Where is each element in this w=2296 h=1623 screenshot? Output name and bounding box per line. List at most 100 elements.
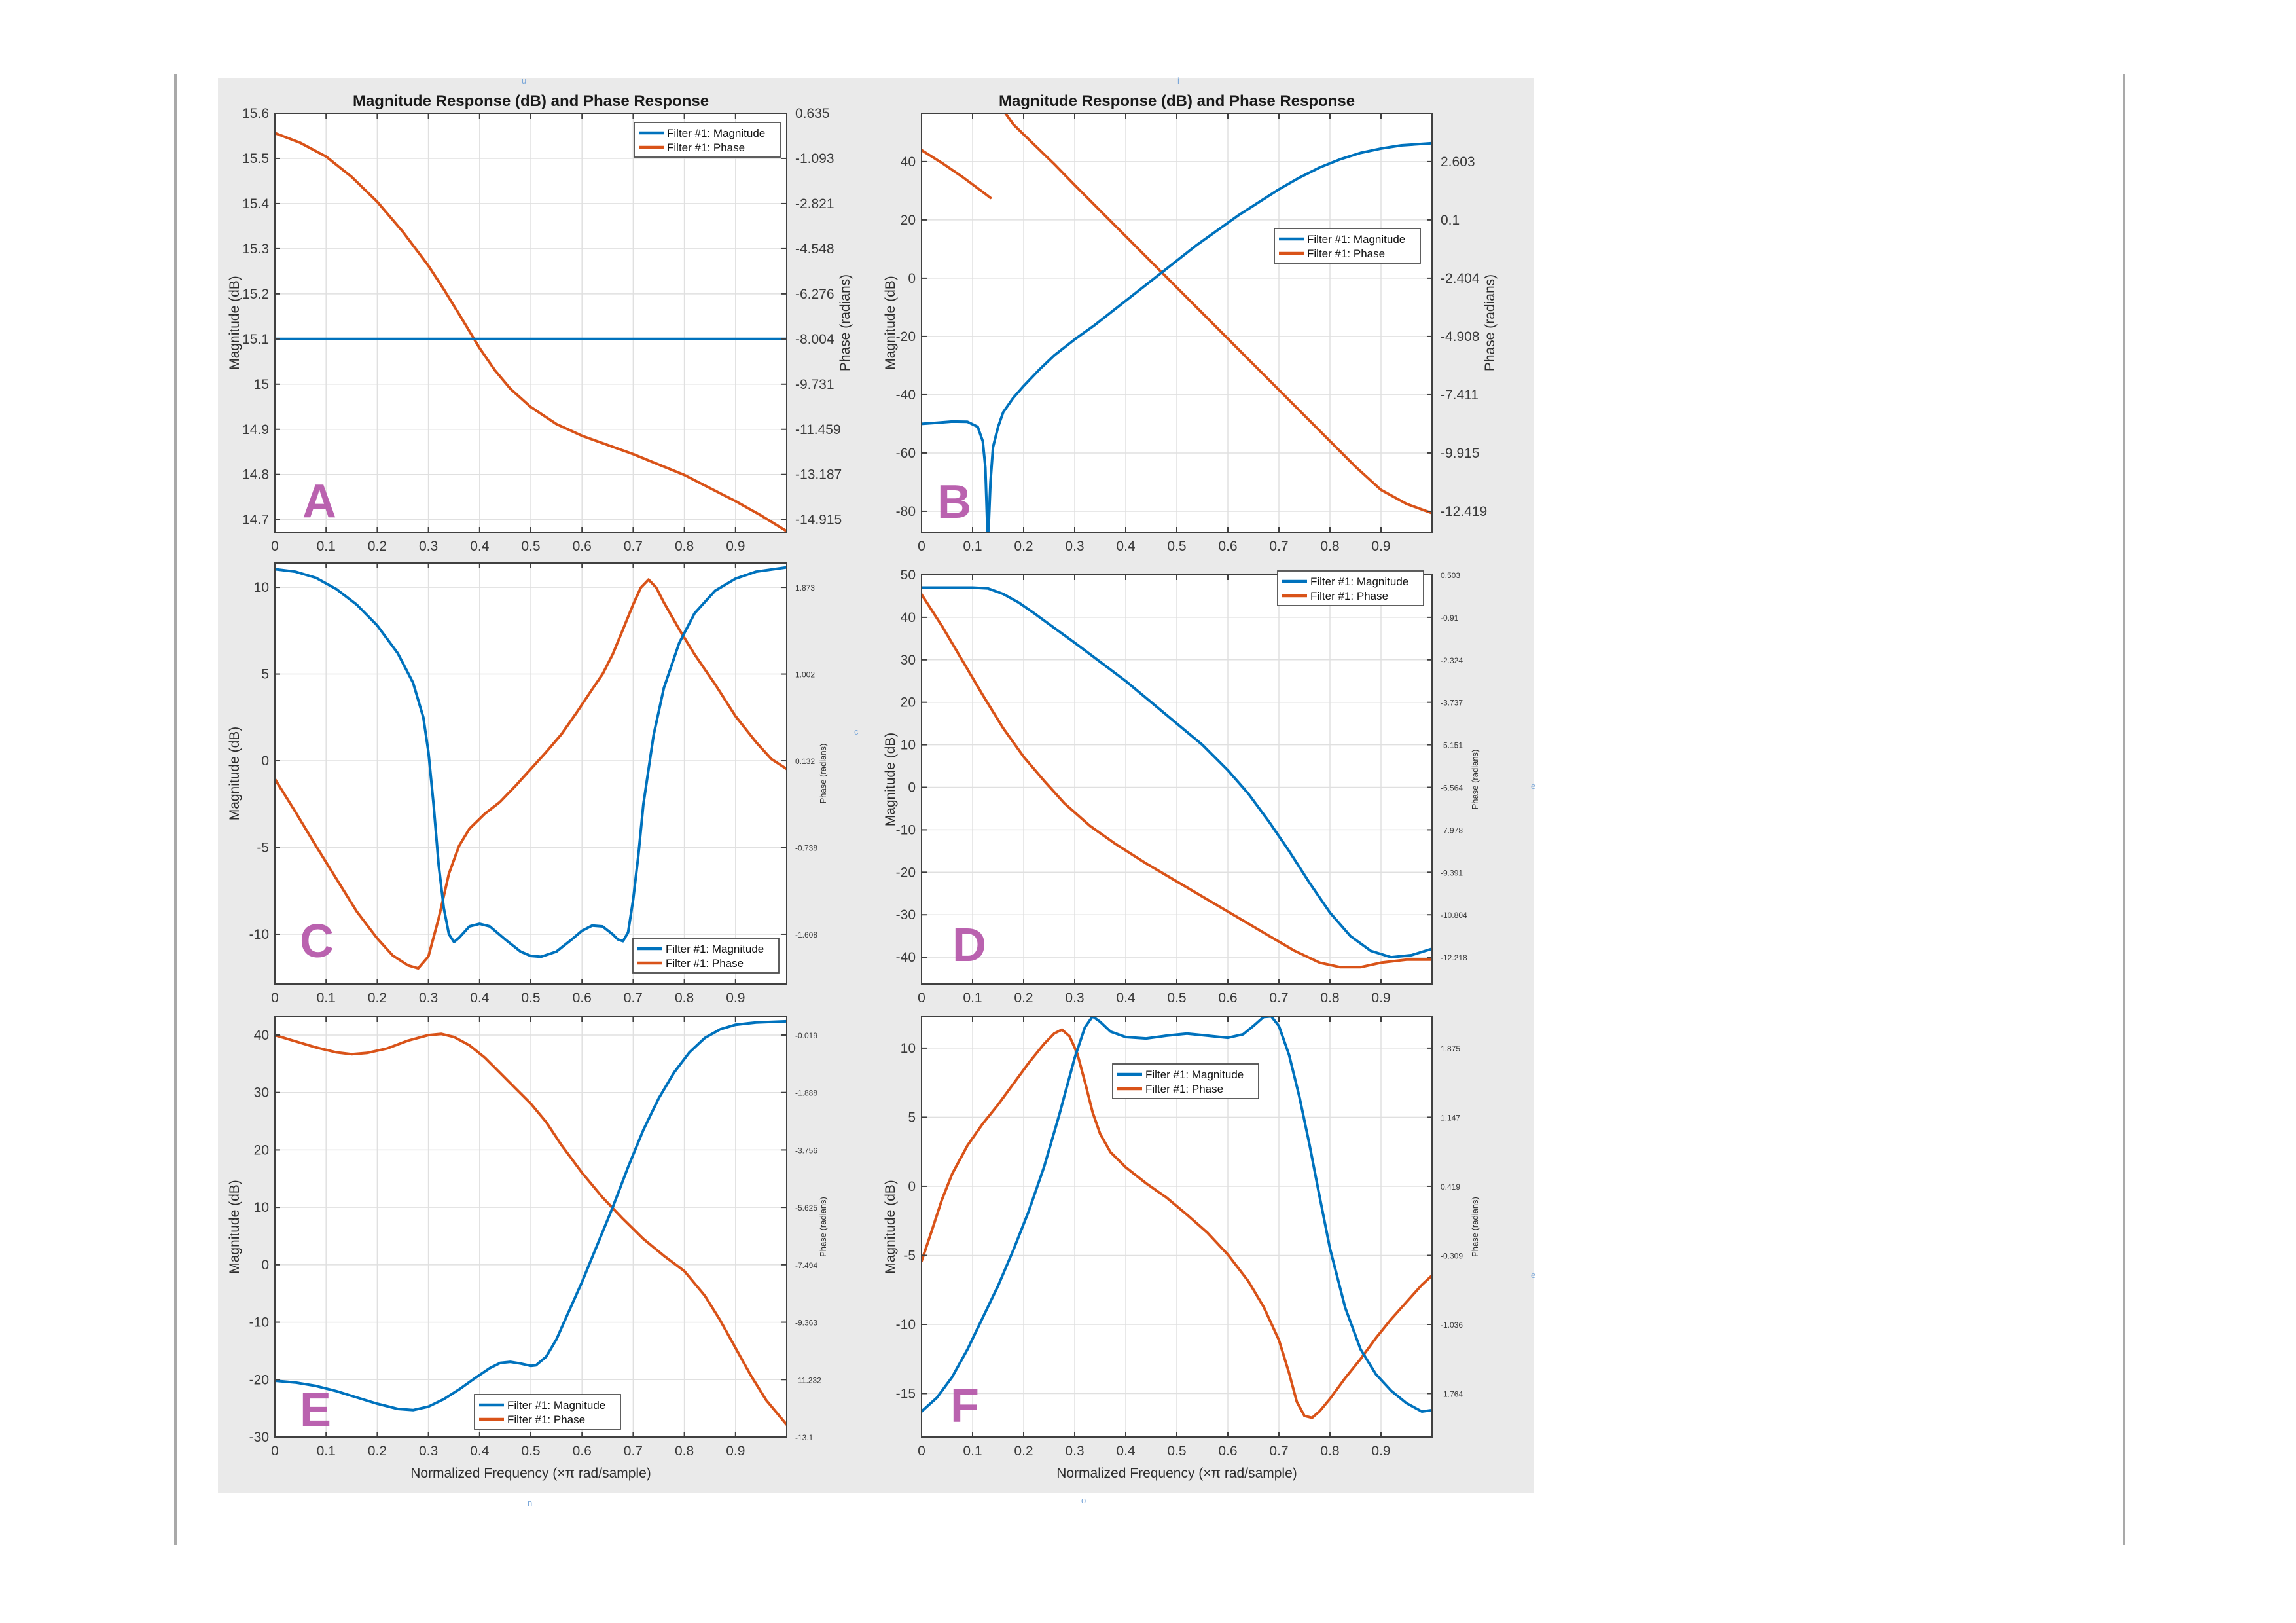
- phase-tick-label: -9.915: [1441, 446, 1480, 461]
- x-tick-label: 0.8: [675, 1444, 694, 1459]
- phase-tick-label: -1.764: [1441, 1390, 1463, 1399]
- y-tick-label: -80: [896, 504, 916, 519]
- y-tick-label: 20: [901, 695, 916, 710]
- x-tick-label: 0.3: [419, 539, 438, 554]
- y-tick-label: 20: [901, 213, 916, 228]
- x-tick-label: 0.9: [726, 539, 745, 554]
- phase-tick-label: -3.756: [795, 1146, 817, 1155]
- plot-A: 0 0.1 0.2 0.3 0.4 0.5 0.6 0.7 0.8 0.9 15.6 15.5 15.4…: [227, 92, 853, 554]
- panel-letter-F: F: [950, 1380, 979, 1432]
- y-tick-label: 30: [901, 653, 916, 668]
- legend-box: [1274, 228, 1421, 264]
- x-tick-label: 0.2: [368, 991, 387, 1006]
- phase-tick-label: -8.004: [795, 332, 834, 347]
- y-tick-label: -60: [896, 446, 916, 461]
- x-axis-label: Normalized Frequency (×π rad/sample): [410, 1466, 651, 1481]
- y-tick-label: 0: [261, 754, 269, 769]
- plot-B: 0 0.1 0.2 0.3 0.4 0.5 0.6 0.7 0.8 0.9 40 20 0 -20 -40 -…: [883, 92, 1498, 554]
- y-tick-label: 14.9: [242, 422, 269, 437]
- x-tick-label: 0: [918, 539, 925, 554]
- magnitude-curve: [922, 141, 1432, 532]
- legend-item-label: Filter #1: Magnitude: [666, 943, 764, 955]
- legend-box: [1277, 570, 1424, 606]
- phase-tick-label: 2.603: [1441, 155, 1475, 170]
- y-tick-label: -10: [249, 927, 269, 942]
- phase-tick-label: -0.738: [795, 843, 817, 852]
- phase-tick-label: -14.915: [795, 513, 842, 528]
- artifact-mark: e: [1531, 1270, 1535, 1280]
- x-tick-label: 0.9: [1371, 1444, 1390, 1459]
- y-axis-label: Magnitude (dB): [883, 733, 898, 827]
- phase-axis-label: Phase (radians): [818, 1197, 828, 1257]
- phase-tick-label: -1.608: [795, 930, 817, 939]
- plot-C: 0 0.1 0.2 0.3 0.4 0.5 0.6 0.7 0.8 0.9 10 5 0 -5 -10 1.8…: [227, 562, 828, 1006]
- magnitude-curve: [922, 586, 1432, 959]
- magnitude-curve: [275, 566, 787, 958]
- y-axis-label: Magnitude (dB): [883, 276, 898, 370]
- series-group: [275, 566, 787, 970]
- x-tick-label: 0.4: [470, 991, 490, 1006]
- legend-item-label: Filter #1: Phase: [507, 1413, 585, 1426]
- panel-letter-D: D: [952, 919, 986, 972]
- phase-tick-label: -4.908: [1441, 329, 1480, 344]
- y-tick-label: 0: [908, 271, 916, 286]
- y-tick-label: 40: [254, 1028, 269, 1043]
- phase-tick-label: -12.419: [1441, 504, 1487, 519]
- x-tick-label: 0.6: [573, 1444, 592, 1459]
- plot-D: 0 0.1 0.2 0.3 0.4 0.5 0.6 0.7 0.8 0.9 50 40 30 20 10 0 -…: [883, 568, 1480, 1006]
- x-tick-label: 0.2: [1014, 539, 1033, 554]
- phase-axis-label: Phase (radians): [1470, 750, 1480, 810]
- x-tick-label: 0.5: [1167, 539, 1186, 554]
- x-tick-label: 0.5: [521, 1444, 540, 1459]
- x-tick-label: 0.9: [726, 991, 745, 1006]
- x-tick-label: 0.7: [624, 539, 643, 554]
- phase-tick-label: -2.821: [795, 196, 834, 211]
- x-tick-label: 0.1: [317, 539, 336, 554]
- series-group: [275, 1019, 787, 1427]
- phase-tick-label: -6.564: [1441, 784, 1463, 793]
- phase-curve: [922, 1028, 1432, 1419]
- phase-tick-label: -11.232: [795, 1376, 821, 1385]
- x-tick-label: 0.5: [1167, 1444, 1186, 1459]
- phase-tick-label: -1.093: [795, 151, 834, 166]
- phase-tick-label: 0.132: [795, 757, 815, 766]
- legend-item-label: Filter #1: Phase: [1145, 1083, 1223, 1095]
- phase-curve: [275, 1032, 787, 1427]
- x-tick-label: 0: [271, 991, 279, 1006]
- y-axis-label: Magnitude (dB): [227, 727, 242, 821]
- x-tick-label: 0.7: [624, 1444, 643, 1459]
- x-tick-label: 0.3: [1065, 991, 1084, 1006]
- phase-axis-label: Phase (radians): [838, 274, 853, 371]
- y-tick-label: -10: [896, 1317, 916, 1332]
- phase-tick-label: -7.978: [1441, 826, 1463, 835]
- x-tick-label: 0.6: [573, 991, 592, 1006]
- x-tick-label: 0.9: [1371, 539, 1390, 554]
- y-tick-label: -15: [896, 1387, 916, 1402]
- x-tick-label: 0.3: [1065, 1444, 1084, 1459]
- y-tick-label: -30: [896, 907, 916, 922]
- plot-E: 0 0.1 0.2 0.3 0.4 0.5 0.6 0.7 0.8 0.9 40 30 20 10 0 -10…: [227, 1016, 828, 1481]
- phase-tick-label: -13.187: [795, 467, 842, 483]
- x-tick-label: 0.2: [368, 1444, 387, 1459]
- series-group: [922, 113, 1432, 532]
- y-tick-label: -5: [903, 1248, 916, 1263]
- phase-tick-label: -0.91: [1441, 613, 1459, 623]
- x-tick-label: 0.9: [726, 1444, 745, 1459]
- phase-tick-label: 1.147: [1441, 1113, 1460, 1122]
- x-tick-label: 0: [918, 1444, 925, 1459]
- magnitude-curve: [275, 1019, 787, 1412]
- y-tick-label: 0: [261, 1258, 269, 1273]
- y-tick-label: 0: [908, 780, 916, 795]
- x-tick-label: 0.6: [573, 539, 592, 554]
- phase-tick-label: -9.391: [1441, 868, 1463, 877]
- y-tick-label: 10: [901, 1041, 916, 1056]
- y-tick-label: 15: [254, 377, 269, 392]
- legend-box: [632, 938, 780, 974]
- phase-curve: [275, 578, 787, 970]
